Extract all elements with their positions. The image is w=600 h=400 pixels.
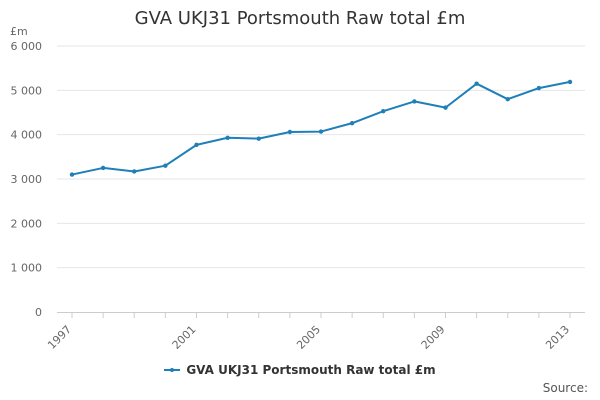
- data-point: [194, 142, 199, 148]
- x-tick-label: 1997: [45, 323, 74, 352]
- legend[interactable]: GVA UKJ31 Portsmouth Raw total £m: [0, 363, 600, 379]
- data-point: [225, 135, 230, 140]
- data-point: [349, 120, 355, 126]
- data-point: [381, 108, 386, 114]
- y-tick-label: 2 000: [11, 217, 43, 230]
- data-point: [132, 169, 137, 174]
- series-line: [71, 80, 571, 176]
- y-tick-label: 1 000: [11, 262, 43, 275]
- data-point: [505, 97, 510, 102]
- y-tick-label: 3 000: [11, 173, 43, 186]
- tick-labels: 0 1 000 2 000 3 000 4 000 5 000 6 000 1997 2001 2…: [11, 40, 573, 352]
- legend-label: GVA UKJ31 Portsmouth Raw total £m: [186, 363, 436, 377]
- x-tick-label: 2001: [170, 323, 199, 352]
- x-tick-label: 2009: [419, 323, 448, 352]
- data-point: [287, 129, 293, 135]
- series-line-group: [69, 79, 573, 177]
- x-tick-label: 2005: [294, 323, 323, 352]
- data-point: [567, 79, 573, 85]
- y-tick-label: 5 000: [11, 84, 43, 97]
- source-label: Source:: [542, 381, 588, 395]
- data-point: [536, 85, 542, 91]
- data-point: [412, 99, 417, 104]
- data-point: [163, 163, 168, 168]
- y-tick-label: 4 000: [11, 129, 43, 142]
- y-tick-label: 6 000: [11, 40, 43, 53]
- data-point: [318, 129, 324, 134]
- y-tick-label: 0: [35, 306, 42, 319]
- data-point: [256, 136, 261, 141]
- data-point: [69, 172, 75, 177]
- x-tick-label: 2013: [543, 323, 572, 352]
- chart-title: GVA UKJ31 Portsmouth Raw total £m: [134, 8, 466, 29]
- legend-marker-icon: [164, 364, 181, 376]
- data-point: [100, 165, 106, 171]
- data-point: [443, 105, 448, 110]
- x-axis: [57, 312, 585, 318]
- data-point: [474, 81, 479, 86]
- gridlines: [57, 45, 585, 269]
- y-axis-unit-label: £m: [10, 25, 28, 38]
